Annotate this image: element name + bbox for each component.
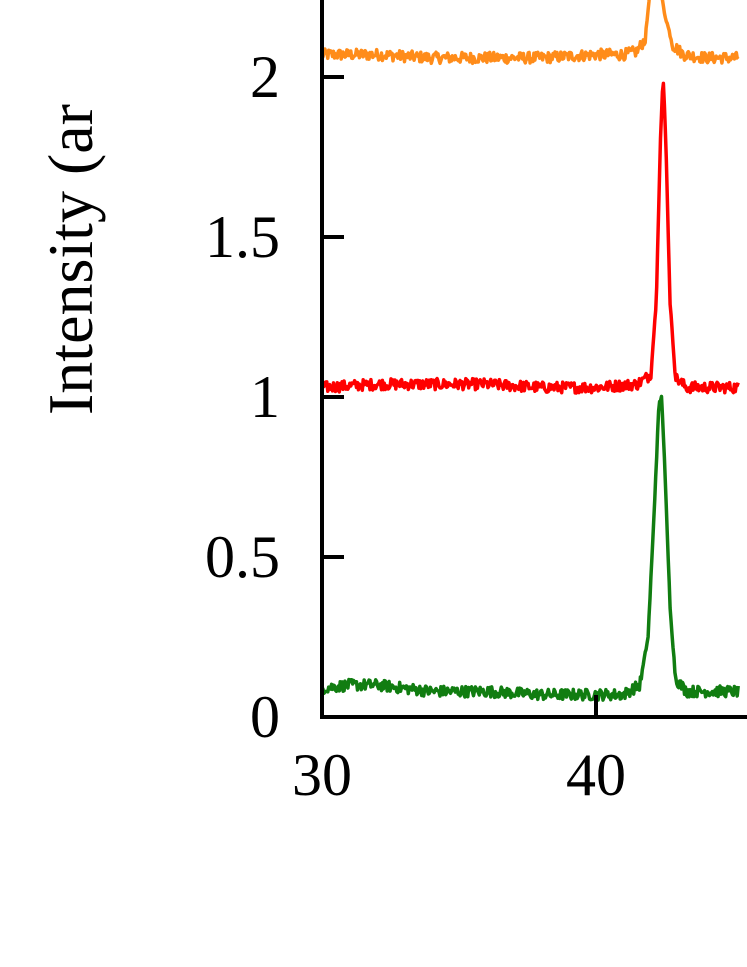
ticks-layer: 0 0.5 1 1.5 2 30 40 — [205, 44, 626, 808]
x-tick-label: 30 — [292, 742, 352, 808]
series-line-1 — [320, 81, 740, 395]
y-tick-label: 0.5 — [205, 524, 280, 590]
x-tick-label: 40 — [566, 742, 626, 808]
series-layer — [320, 0, 740, 702]
y-tick-label: 1.5 — [205, 204, 280, 270]
axes-layer — [320, 0, 747, 719]
series-line-0 — [320, 0, 740, 66]
y-tick-label: 1 — [250, 364, 280, 430]
series-line-2 — [320, 394, 740, 702]
y-axis-title: Intensity (ar — [35, 104, 106, 415]
y-tick-label: 0 — [250, 684, 280, 750]
y-tick-label: 2 — [250, 44, 280, 110]
